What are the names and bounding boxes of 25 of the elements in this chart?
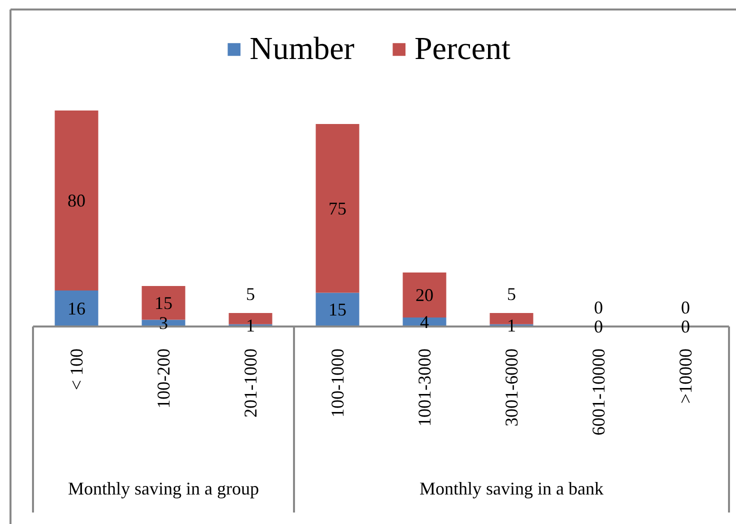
legend-label: Number — [250, 30, 354, 67]
data-label: 0 — [681, 298, 690, 318]
x-tick-label: 100-1000 — [328, 348, 348, 418]
text: Monthly saving in a bank — [420, 478, 604, 498]
data-label: 16 — [68, 298, 86, 318]
data-label: 5 — [246, 284, 255, 304]
data-label: 15 — [328, 300, 346, 320]
data-label: 0 — [594, 316, 603, 336]
data-label: 75 — [328, 198, 346, 218]
x-tick-label: < 100 — [66, 348, 86, 390]
x-tick-label: 201-1000 — [240, 348, 260, 418]
data-label: 4 — [420, 312, 429, 332]
data-label: 80 — [68, 190, 86, 210]
text: Monthly saving in a group — [68, 478, 260, 498]
data-label: 20 — [416, 285, 434, 305]
data-label: 0 — [681, 316, 690, 336]
x-tick-label: 1001-3000 — [414, 348, 434, 426]
x-tick-label: >10000 — [676, 348, 696, 404]
legend-label: Percent — [414, 30, 510, 67]
x-tick-label: 3001-6000 — [502, 348, 522, 426]
x-tick-label: 6001-10000 — [588, 348, 608, 436]
x-tick-label: 100-200 — [154, 348, 174, 408]
data-label: 0 — [594, 298, 603, 318]
data-label: 5 — [507, 284, 516, 304]
data-label: 15 — [154, 292, 172, 313]
